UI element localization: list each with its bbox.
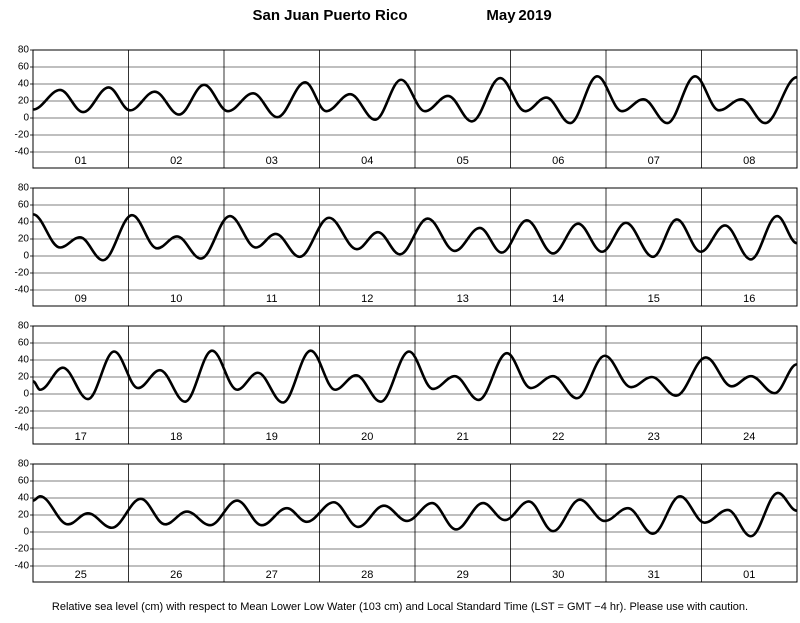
x-tick-label: 16 xyxy=(743,293,755,305)
x-tick-label: 12 xyxy=(361,293,373,305)
y-tick-label: 60 xyxy=(18,338,30,349)
y-tick-label: 80 xyxy=(18,183,30,194)
y-tick-label: -20 xyxy=(15,268,30,279)
x-tick-label: 30 xyxy=(552,569,564,581)
y-tick-label: -20 xyxy=(15,130,30,141)
x-tick-label: 03 xyxy=(266,155,278,167)
x-tick-label: 20 xyxy=(361,431,373,443)
panel-frame xyxy=(32,463,798,583)
x-tick-label: 24 xyxy=(743,431,755,443)
x-tick-label: 23 xyxy=(648,431,660,443)
y-tick-label: -20 xyxy=(15,406,30,417)
x-tick-label: 06 xyxy=(552,155,564,167)
x-tick-label: 28 xyxy=(361,569,373,581)
y-tick-label: -40 xyxy=(15,561,30,572)
x-tick-label: 07 xyxy=(648,155,660,167)
y-tick-label: 60 xyxy=(18,200,30,211)
y-tick-label: 40 xyxy=(18,493,30,504)
y-tick-label: 40 xyxy=(18,217,30,228)
x-tick-label: 02 xyxy=(170,155,182,167)
x-tick-label: 05 xyxy=(457,155,469,167)
y-tick-label: 0 xyxy=(23,527,29,538)
y-tick-label: 60 xyxy=(18,62,30,73)
y-tick-label: 40 xyxy=(18,79,30,90)
panel-frame xyxy=(32,325,798,445)
y-tick-label: 60 xyxy=(18,476,30,487)
y-tick-label: 80 xyxy=(18,459,30,470)
x-tick-label: 08 xyxy=(743,155,755,167)
x-tick-label: 22 xyxy=(552,431,564,443)
y-tick-label: 20 xyxy=(18,510,30,521)
title-place: San Juan Puerto Rico xyxy=(252,7,407,24)
y-tick-label: 80 xyxy=(18,321,30,332)
panel-frame xyxy=(32,187,798,307)
x-tick-label: 01 xyxy=(75,155,87,167)
y-tick-label: 20 xyxy=(18,96,30,107)
y-tick-label: 0 xyxy=(23,389,29,400)
y-tick-label: 0 xyxy=(23,251,29,262)
y-tick-label: -40 xyxy=(15,147,30,158)
tide-line xyxy=(32,75,798,125)
x-tick-label: 13 xyxy=(457,293,469,305)
title-year: 2019 xyxy=(518,7,551,24)
y-tick-label: 40 xyxy=(18,355,30,366)
x-tick-label: 25 xyxy=(75,569,87,581)
y-tick-label: -40 xyxy=(15,285,30,296)
x-tick-label: 01 xyxy=(743,569,755,581)
tide-line xyxy=(32,213,798,262)
x-tick-label: 31 xyxy=(648,569,660,581)
y-tick-label: 80 xyxy=(18,45,30,56)
x-tick-label: 18 xyxy=(170,431,182,443)
tide-line xyxy=(32,349,798,404)
y-tick-label: 20 xyxy=(18,234,30,245)
x-tick-label: 09 xyxy=(75,293,87,305)
x-tick-label: 15 xyxy=(648,293,660,305)
title-month: May xyxy=(486,7,516,24)
x-tick-label: 10 xyxy=(170,293,182,305)
x-tick-label: 14 xyxy=(552,293,564,305)
y-tick-label: 20 xyxy=(18,372,30,383)
x-tick-label: 26 xyxy=(170,569,182,581)
x-tick-label: 29 xyxy=(457,569,469,581)
x-tick-label: 21 xyxy=(457,431,469,443)
y-tick-label: 0 xyxy=(23,113,29,124)
x-tick-label: 04 xyxy=(361,155,373,167)
x-tick-label: 27 xyxy=(266,569,278,581)
x-tick-label: 11 xyxy=(266,293,277,305)
y-tick-label: -20 xyxy=(15,544,30,555)
x-tick-label: 19 xyxy=(266,431,278,443)
x-tick-label: 17 xyxy=(75,431,87,443)
tide-line xyxy=(32,491,798,538)
footnote: Relative sea level (cm) with respect to … xyxy=(52,601,748,613)
y-tick-label: -40 xyxy=(15,423,30,434)
